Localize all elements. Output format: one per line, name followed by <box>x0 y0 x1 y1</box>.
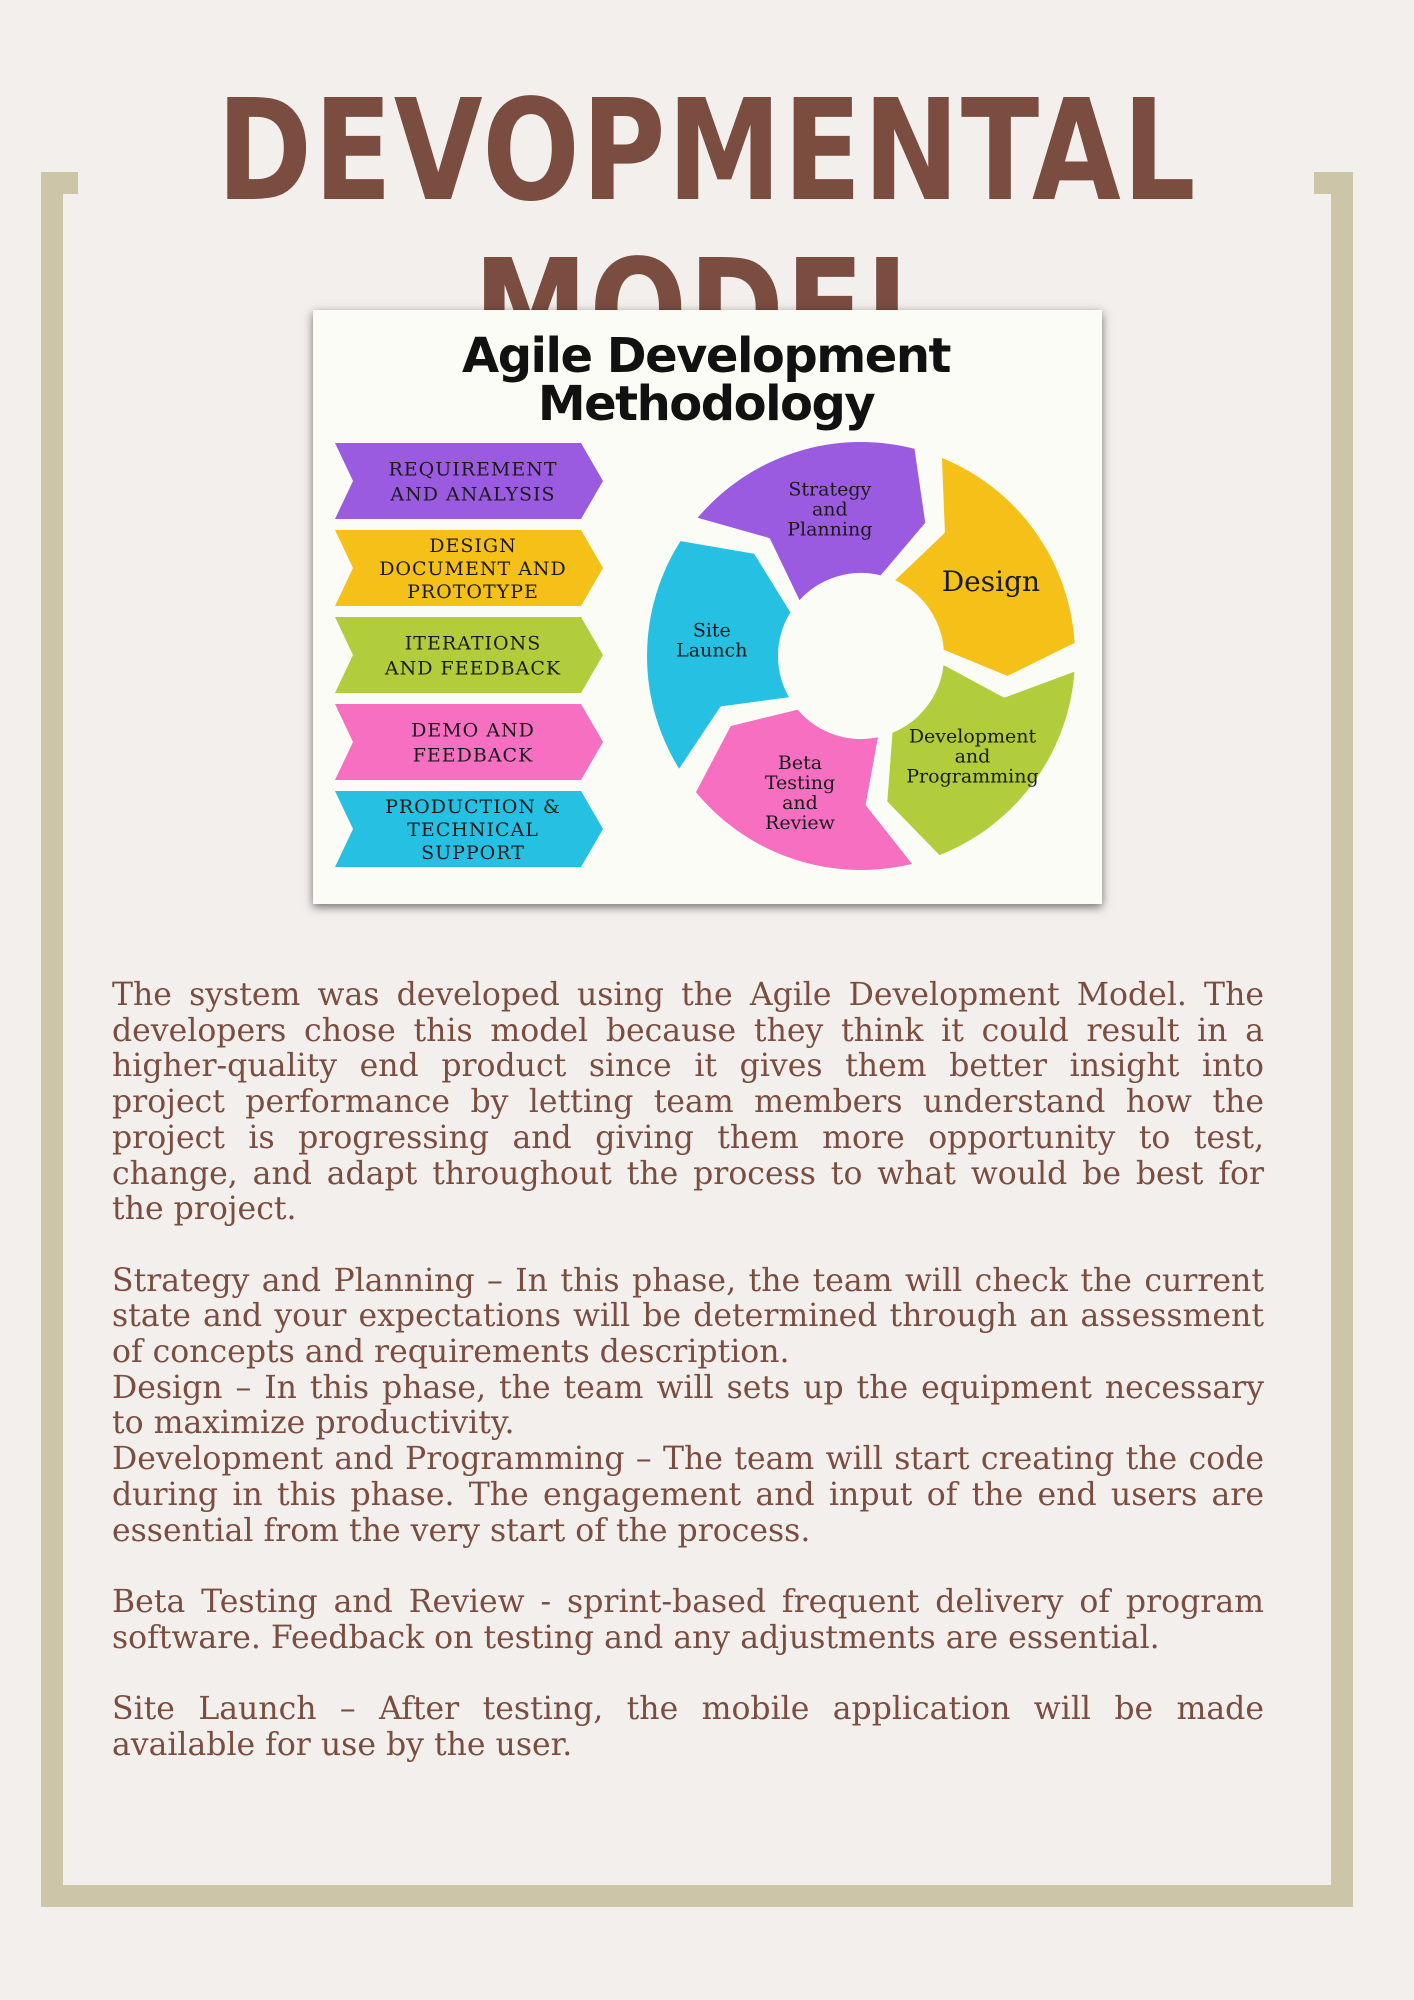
cycle-label: and <box>955 745 991 767</box>
step-label: AND FEEDBACK <box>384 658 561 680</box>
cycle-segment <box>689 703 921 876</box>
step-label: FEEDBACK <box>413 745 534 767</box>
paragraph-spacer <box>112 1656 1264 1692</box>
cycle-label: Design <box>942 565 1040 598</box>
step-label: PROTOTYPE <box>407 581 539 603</box>
body-text: The system was developed using the Agile… <box>112 977 1264 1763</box>
step-label: DOCUMENT AND <box>379 558 567 580</box>
step-label: PRODUCTION & <box>385 796 561 818</box>
cycle-segment <box>641 534 797 778</box>
cycle-label: Development <box>909 725 1037 747</box>
title-backdrop <box>78 150 1314 210</box>
cycle-segment <box>886 450 1081 683</box>
step-chevron <box>335 443 603 519</box>
cycle-label: Review <box>765 812 836 834</box>
design-paragraph: Design – In this phase, the team will se… <box>112 1369 1264 1442</box>
cycle-segment <box>689 436 932 609</box>
step-chevron <box>335 530 603 606</box>
step-label: AND ANALYSIS <box>389 484 555 506</box>
cycle-label: Strategy <box>788 478 871 500</box>
step-label: DEMO AND <box>411 720 535 742</box>
cycle-label: and <box>782 792 818 814</box>
agile-methodology-figure: Agile Development Methodology REQUIREMEN… <box>313 310 1102 904</box>
step-label: DESIGN <box>429 535 516 557</box>
step-label: TECHNICAL <box>407 819 539 841</box>
intro-paragraph: The system was developed using the Agile… <box>112 977 1264 1228</box>
beta-testing-paragraph: Beta Testing and Review - sprint-based f… <box>112 1583 1264 1656</box>
step-chevron <box>335 617 603 693</box>
step-label: REQUIREMENT <box>388 459 557 481</box>
cycle-label: and <box>812 498 848 520</box>
cycle-label: Site <box>693 619 731 641</box>
paragraph-spacer <box>112 1228 1264 1264</box>
cycle-segment <box>881 657 1081 862</box>
cycle-label: Beta <box>778 752 822 774</box>
cycle-ring: StrategyandPlanningDesignDevelopmentandP… <box>641 436 1081 876</box>
figure-title-line-2: Methodology <box>538 376 876 432</box>
site-launch-paragraph: Site Launch – After testing, the mobile … <box>112 1691 1264 1763</box>
cycle-label: Launch <box>676 639 747 661</box>
step-chevron <box>335 791 603 867</box>
strategy-paragraph: Strategy and Planning – In this phase, t… <box>112 1262 1264 1371</box>
agile-figure-svg: Agile Development Methodology REQUIREMEN… <box>335 328 1081 876</box>
development-paragraph: Development and Programming – The team w… <box>112 1441 1264 1549</box>
step-chevron <box>335 704 603 780</box>
step-label: ITERATIONS <box>405 633 541 655</box>
paragraph-spacer <box>112 1549 1264 1585</box>
cycle-label: Testing <box>765 772 835 794</box>
figure-title-line-1: Agile Development <box>462 328 950 384</box>
cycle-label: Programming <box>906 765 1038 787</box>
step-label: SUPPORT <box>421 842 525 864</box>
cycle-label: Planning <box>787 518 872 540</box>
